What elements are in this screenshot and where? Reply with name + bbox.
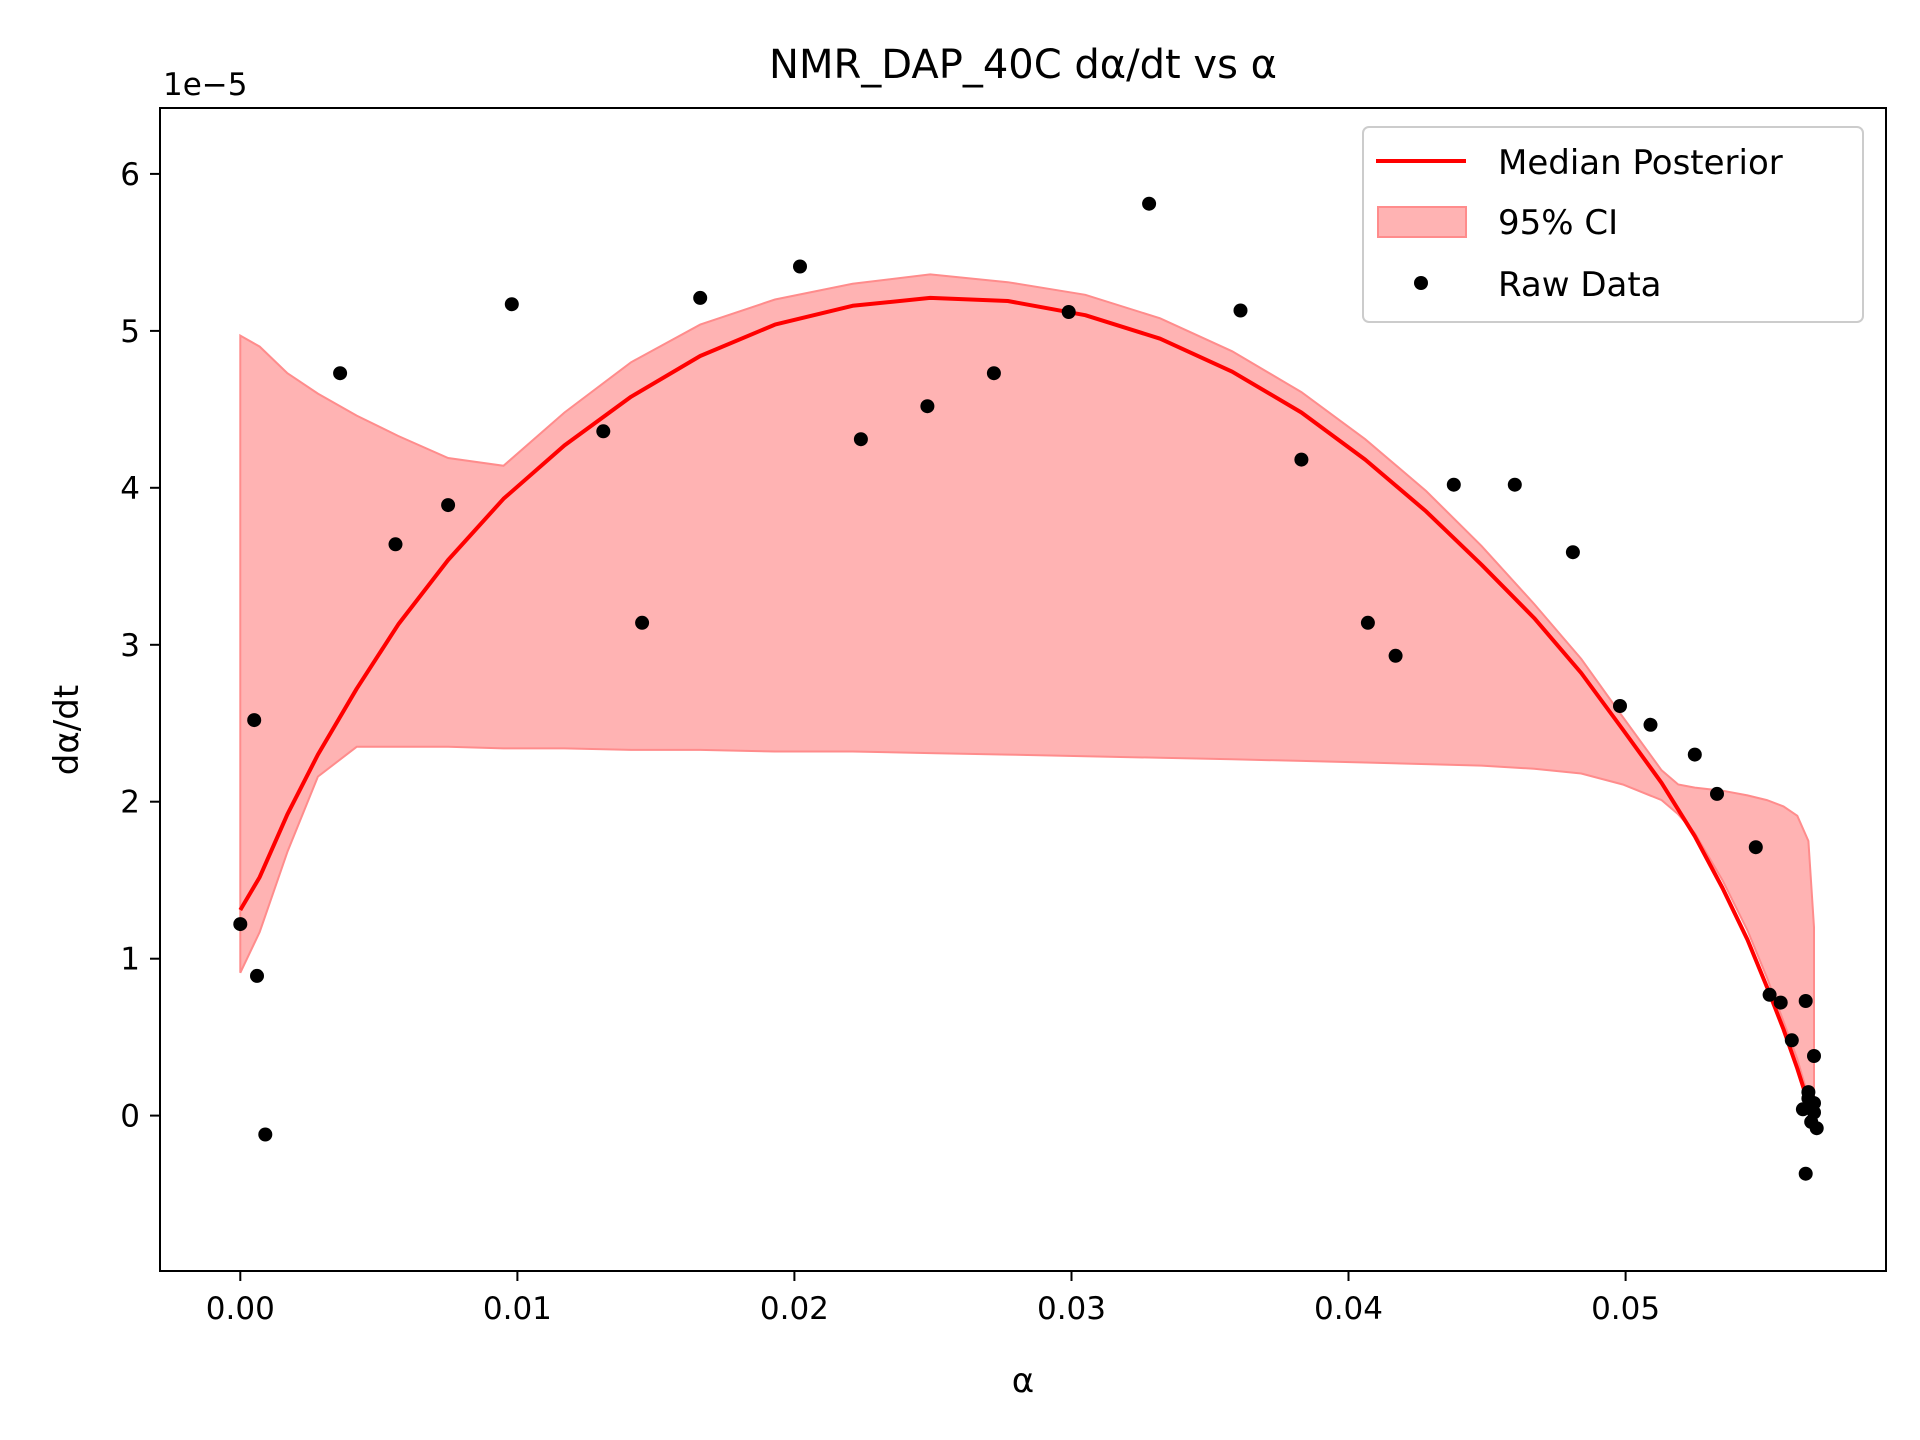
raw-data-point-1 [247,713,262,728]
x-axis-label: α [1012,1361,1034,1401]
raw-data-point-12 [853,432,868,447]
raw-data-point-8 [596,424,611,439]
raw-data-point-0 [233,917,248,932]
raw-data-point-7 [504,297,519,312]
raw-data-point-41 [1807,1096,1821,1111]
y-axis-label: dα/dt [47,685,87,775]
raw-data-point-27 [1710,786,1724,801]
y-tick-label-2: 2 [120,785,140,821]
legend-median-label: Median Posterior [1498,143,1783,183]
raw-data-point-33 [1807,1049,1821,1063]
raw-data-point-10 [693,290,708,305]
y-tick-label-0: 0 [120,1099,140,1135]
raw-data-point-2 [250,968,264,983]
raw-data-point-34 [1795,1102,1810,1117]
raw-data-point-32 [1798,994,1813,1008]
raw-data-point-14 [986,366,1001,381]
raw-data-point-21 [1446,477,1461,492]
x-tick-label-2: 0.02 [760,1291,829,1327]
raw-data-point-29 [1762,987,1777,1002]
raw-data-point-16 [1142,196,1157,211]
x-axis-ticks: 0.00 0.01 0.02 0.03 0.04 0.05 [206,1271,1660,1327]
x-tick-label-3: 0.03 [1037,1291,1106,1327]
legend-raw-label: Raw Data [1498,265,1662,305]
plot-area [233,196,1824,1181]
raw-data-point-6 [441,498,456,513]
raw-data-point-31 [1784,1033,1799,1048]
raw-data-point-18 [1294,452,1309,467]
legend-raw-swatch [1414,276,1428,290]
x-tick-label-5: 0.05 [1591,1291,1660,1327]
x-tick-label-1: 0.01 [483,1291,552,1327]
x-tick-label-4: 0.04 [1314,1291,1383,1327]
plot-frame [159,107,1887,1272]
raw-data-points [233,196,1824,1181]
raw-data-point-3 [258,1127,273,1142]
chart-title: NMR_DAP_40C dα/dt vs α [769,42,1277,88]
legend-box [1362,126,1864,323]
x-tick-label-0: 0.00 [206,1291,275,1327]
y-tick-label-1: 1 [120,942,140,978]
y-tick-label-3: 3 [120,628,140,664]
raw-data-point-5 [388,537,403,552]
raw-data-point-4 [333,366,348,381]
legend: Median Posterior 95% CI Raw Data [1362,126,1864,323]
y-tick-label-4: 4 [120,471,140,507]
raw-data-point-20 [1388,648,1403,663]
raw-data-point-11 [793,259,807,274]
raw-data-point-40 [1798,1166,1813,1181]
raw-data-point-13 [920,399,935,414]
raw-data-point-28 [1748,840,1763,855]
raw-data-point-26 [1687,747,1702,762]
median-posterior-line [238,295,1811,1104]
raw-data-point-30 [1773,995,1788,1010]
raw-data-point-15 [1061,305,1076,319]
raw-data-point-38 [1809,1121,1824,1136]
raw-data-point-25 [1643,717,1658,732]
raw-data-point-19 [1360,615,1375,630]
raw-data-point-23 [1565,545,1580,560]
y-tick-label-5: 5 [120,314,140,350]
y-tick-label-6: 6 [120,157,140,193]
raw-data-point-17 [1233,303,1248,318]
raw-data-point-9 [635,615,650,630]
raw-data-point-39 [1801,1085,1816,1100]
y-offset-label: 1e−5 [163,67,248,103]
y-axis-ticks: 0 1 2 3 4 5 6 [120,157,160,1135]
legend-ci-label: 95% CI [1498,203,1618,243]
raw-data-point-22 [1507,477,1522,492]
raw-data-point-24 [1613,699,1627,713]
legend-ci-swatch [1377,206,1467,238]
